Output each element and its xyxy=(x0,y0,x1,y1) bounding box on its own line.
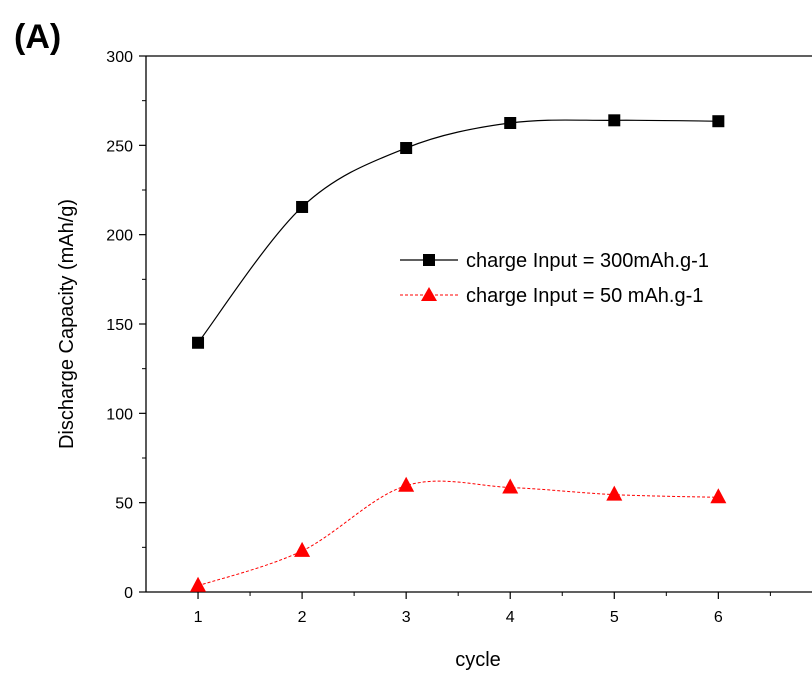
x-tick-label: 1 xyxy=(194,609,203,626)
series-2-point xyxy=(190,576,207,592)
y-tick-label: 150 xyxy=(106,317,133,334)
series-1-point xyxy=(712,115,725,128)
x-ticks: 1 2 3 4 5 6 xyxy=(194,592,771,626)
series-layer xyxy=(190,114,727,592)
legend-label-series-1: charge Input = 300mAh.g-1 xyxy=(466,250,709,272)
series-2-point xyxy=(398,476,415,492)
x-tick-label: 4 xyxy=(506,609,515,626)
y-tick-label: 0 xyxy=(124,585,133,602)
panel-label: (A) xyxy=(14,18,61,56)
y-ticks: 0 50 100 150 200 250 300 xyxy=(106,49,146,602)
x-tick-label: 6 xyxy=(714,609,723,626)
x-tick-label: 3 xyxy=(402,609,411,626)
series-2-point xyxy=(710,488,727,504)
legend: charge Input = 300mAh.g-1 charge Input =… xyxy=(400,250,709,307)
y-axis-title: Discharge Capacity (mAh/g) xyxy=(56,199,78,449)
axes xyxy=(145,55,812,593)
series-1-line xyxy=(197,119,719,344)
legend-label-series-2: charge Input = 50 mAh.g-1 xyxy=(466,285,703,307)
series-1-point xyxy=(608,114,621,127)
y-tick-label: 50 xyxy=(115,496,133,513)
series-2-point xyxy=(294,541,311,557)
y-tick-label: 300 xyxy=(106,49,133,66)
x-axis-title: cycle xyxy=(455,649,501,671)
series-1-point xyxy=(400,142,413,155)
series-1-point xyxy=(296,200,309,213)
legend-marker-triangle xyxy=(421,287,437,301)
legend-marker-square xyxy=(423,254,435,266)
series-2-point xyxy=(606,485,623,501)
x-tick-label: 5 xyxy=(610,609,619,626)
y-tick-label: 250 xyxy=(106,138,133,155)
x-tick-label: 2 xyxy=(298,609,307,626)
y-tick-label: 100 xyxy=(106,406,133,423)
series-1-point xyxy=(192,336,205,349)
series-1-point xyxy=(504,117,517,129)
series-2-point xyxy=(502,478,519,494)
y-tick-label: 200 xyxy=(106,228,133,245)
series-2-line xyxy=(197,480,719,587)
